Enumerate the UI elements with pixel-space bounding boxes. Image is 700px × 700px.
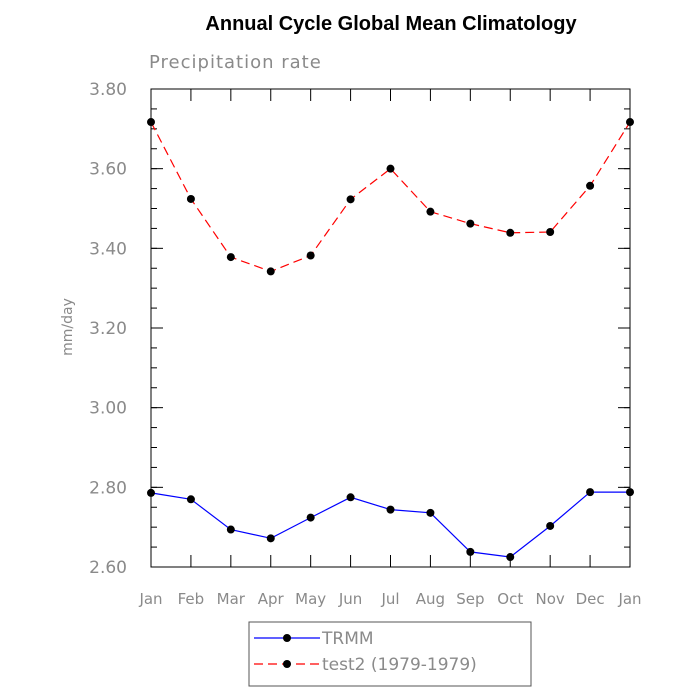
data-point <box>506 228 515 237</box>
series-lines <box>150 121 631 558</box>
data-point <box>346 493 355 502</box>
x-tick-label: Sep <box>456 590 484 608</box>
data-point <box>626 488 634 497</box>
axis-ticks <box>150 88 631 568</box>
y-tick-label: 3.00 <box>89 399 127 419</box>
legend-box <box>248 621 532 687</box>
plot-frame <box>150 88 631 568</box>
data-point <box>466 219 475 228</box>
data-point <box>306 251 315 260</box>
y-tick-label: 2.80 <box>89 478 127 498</box>
data-point <box>426 508 435 517</box>
x-tick-label: Jan <box>617 590 641 608</box>
data-point <box>586 488 595 497</box>
x-tick-label: Feb <box>178 590 205 608</box>
legend-marker <box>283 634 291 642</box>
data-point <box>346 195 355 204</box>
x-tick-label: Jul <box>380 590 399 608</box>
plot-area <box>150 88 631 568</box>
data-point <box>186 194 195 203</box>
y-tick-label: 3.40 <box>89 239 127 259</box>
data-point <box>226 525 235 534</box>
legend: TRMM test2 (1979-1979) <box>248 621 532 687</box>
y-tick-label: 2.60 <box>89 558 127 578</box>
data-point <box>546 228 555 237</box>
x-tick-label: Aug <box>416 590 445 608</box>
x-tick-label: Oct <box>497 590 523 608</box>
x-tick-label: Jun <box>338 590 362 608</box>
y-tick-label: 3.60 <box>89 160 127 180</box>
data-point <box>266 267 275 276</box>
x-tick-label: May <box>295 590 326 608</box>
x-tick-label: Dec <box>576 590 605 608</box>
legend-label: TRMM <box>321 629 374 649</box>
data-point <box>306 513 315 522</box>
data-point <box>626 118 634 127</box>
y-tick-label: 3.80 <box>89 80 127 100</box>
x-tick-label: Jan <box>138 590 162 608</box>
chart-title: Annual Cycle Global Mean Climatology <box>205 13 577 35</box>
legend-label: test2 (1979-1979) <box>322 655 477 675</box>
x-tick-label: Nov <box>536 590 565 608</box>
data-point <box>147 488 155 497</box>
data-point <box>226 253 235 262</box>
legend-marker <box>283 660 291 668</box>
data-point <box>266 534 275 543</box>
series-points <box>147 118 634 562</box>
data-point <box>386 164 395 173</box>
y-tick-label: 3.20 <box>89 319 127 339</box>
data-point <box>386 505 395 514</box>
data-point <box>426 207 435 216</box>
series-line-test2 <box>150 121 631 273</box>
series-line-trmm <box>150 491 630 558</box>
data-point <box>586 181 595 190</box>
y-tick-labels: 2.60 2.80 3.00 3.20 3.40 3.60 3.80 <box>89 80 127 578</box>
data-point <box>186 495 195 504</box>
x-tick-label: Mar <box>217 590 246 608</box>
x-tick-labels: Jan Feb Mar Apr May Jun Jul Aug Sep Oct Nov Dec Jan <box>138 590 641 608</box>
data-point <box>466 547 475 556</box>
data-point <box>546 521 555 530</box>
data-point <box>147 118 155 127</box>
x-tick-label: Apr <box>258 590 285 608</box>
chart-subtitle: Precipitation rate <box>149 52 322 73</box>
data-point <box>506 553 515 562</box>
y-axis-label: mm/day <box>60 298 76 356</box>
